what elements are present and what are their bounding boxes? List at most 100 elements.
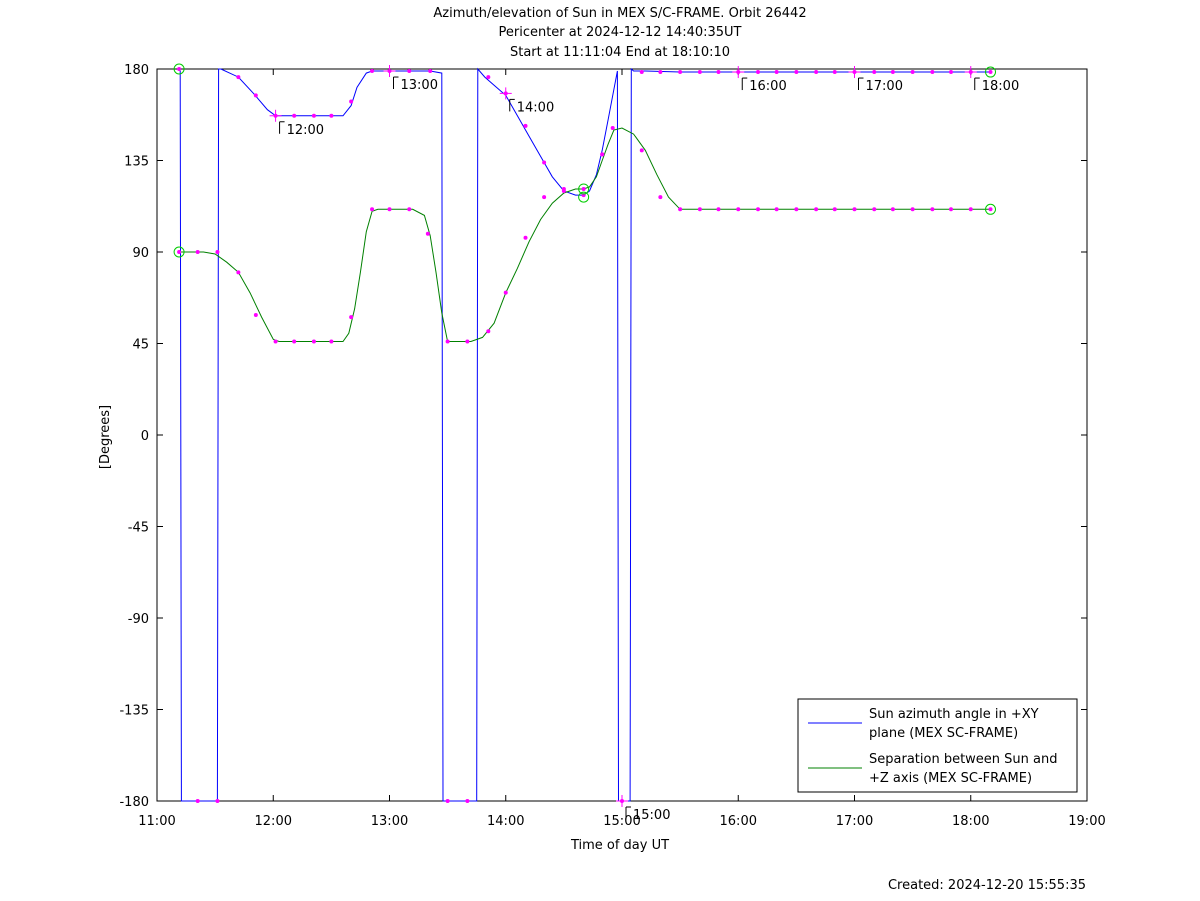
title-line-3: Start at 11:11:04 End at 18:10:10 (510, 45, 730, 60)
series-1-point (523, 123, 528, 128)
series-1-point (486, 75, 491, 80)
legend-label-1: Sun azimuth angle in +XY (869, 707, 1039, 722)
plot-area: 180 135 90 45 0 -45 -90 -135 -180 11:00 12:00 13:00… (119, 63, 1105, 829)
y-axis-label: [Degrees] (98, 405, 113, 469)
series-2-point (948, 207, 953, 212)
series-2-point (610, 125, 615, 130)
series-1-point (832, 70, 837, 75)
legend-label-2: +Z axis (MEX SC-FRAME) (869, 771, 1032, 786)
series-1-point (177, 67, 182, 71)
y-tick-label: 90 (132, 246, 149, 261)
series-1-point (428, 69, 433, 74)
series-1-point (794, 70, 799, 75)
series-2-point (639, 148, 644, 153)
y-tick-label: 0 (141, 429, 149, 444)
hour-label: 16:00 (749, 79, 786, 94)
series-2-point (465, 339, 470, 344)
y-tick-label: 135 (124, 155, 149, 170)
series-1-point (195, 799, 200, 803)
y-tick-label: -180 (119, 795, 149, 810)
x-tick-label: 11:00 (138, 814, 175, 829)
x-tick-label: 13:00 (371, 814, 408, 829)
series-1-point (215, 799, 220, 803)
series-2-point (561, 186, 566, 191)
legend-label-2: Separation between Sun and (869, 752, 1057, 767)
series-1-point (814, 70, 819, 75)
series-1-point (890, 70, 895, 75)
series-2-point (253, 313, 258, 318)
series-2-point (273, 339, 278, 344)
y-tick-label: 45 (132, 338, 149, 353)
x-tick-label: 12:00 (255, 814, 292, 829)
series-2-point (697, 207, 702, 212)
series-1-point (774, 70, 779, 75)
title-line-2: Pericenter at 2024-12-12 14:40:35UT (498, 25, 741, 40)
series-2-point (832, 207, 837, 212)
hour-label: 13:00 (401, 78, 438, 93)
series-2-point (910, 207, 915, 212)
hour-label: 17:00 (866, 79, 903, 94)
series-2-point (890, 207, 895, 212)
series-2-point (387, 207, 392, 212)
event-circle-marker (985, 203, 997, 215)
hour-label: 14:00 (517, 100, 554, 115)
footer-created: Created: 2024-12-20 15:55:35 (888, 878, 1086, 893)
series-2-point (503, 290, 508, 295)
series-2-point (756, 207, 761, 212)
series-2-point (407, 207, 412, 212)
series-2-point (195, 250, 200, 254)
series-2-point (988, 207, 993, 212)
hour-label: 15:00 (633, 808, 670, 823)
series-1-point (236, 75, 241, 80)
x-axis-label: Time of day UT (570, 838, 669, 853)
event-circle-marker (173, 63, 185, 75)
legend: Sun azimuth angle in +XY plane (MEX SC-FR… (797, 698, 1078, 793)
series-1-point (407, 69, 412, 74)
series-2-point (349, 315, 354, 320)
y-tick-label: 180 (124, 63, 149, 78)
y-tick-label: -45 (128, 521, 149, 536)
event-circle-marker (578, 183, 590, 195)
series-2-point (329, 339, 334, 344)
series-1-point (678, 70, 683, 75)
series-line-1 (178, 67, 991, 802)
series-2-point (311, 339, 316, 344)
series-1-point (639, 70, 644, 75)
series-1-point (329, 113, 334, 118)
series-2-point (794, 207, 799, 212)
series-1-point (930, 70, 935, 75)
series-2-point (542, 195, 547, 200)
legend-box (797, 698, 1078, 793)
x-tick-label: 16:00 (720, 814, 757, 829)
series-2-point (177, 250, 182, 254)
x-tick-label: 18:00 (952, 814, 989, 829)
series-2-point (292, 339, 297, 344)
series-2-point (968, 207, 973, 212)
series-1-point (349, 99, 354, 104)
series-1-point (756, 70, 761, 75)
x-tick-label: 19:00 (1068, 814, 1105, 829)
series-1-point (872, 70, 877, 75)
series-1-point (658, 70, 663, 75)
legend-label-1: plane (MEX SC-FRAME) (869, 726, 1018, 741)
x-tick-label: 14:00 (487, 814, 524, 829)
series-1-point (292, 113, 297, 118)
series-1-point (465, 799, 470, 803)
x-tick-label: 15:00 (603, 814, 640, 829)
series-2-point (736, 207, 741, 212)
series-2-point (523, 235, 528, 240)
series-2-point (581, 186, 586, 191)
y-tick-label: -135 (119, 704, 149, 719)
series-2-point (716, 207, 721, 212)
series-1-point (311, 113, 316, 118)
series-line-2 (178, 127, 991, 342)
series-2-point (774, 207, 779, 212)
series-2-point (215, 250, 220, 254)
hour-label: 18:00 (982, 79, 1019, 94)
series-2-point (658, 195, 663, 200)
series-2-point (600, 152, 605, 157)
series-2-point (425, 231, 430, 236)
series-2-point (370, 207, 375, 212)
event-circle-marker (173, 246, 185, 258)
series-2-point (930, 207, 935, 212)
